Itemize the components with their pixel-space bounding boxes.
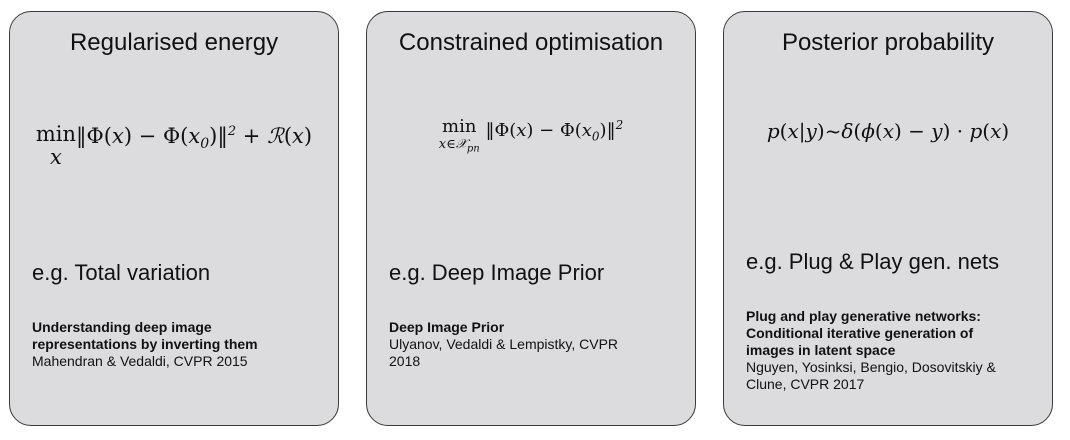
regularised-energy-card: Regularised energy min x ‖Φ(x) − Φ(x0)‖2 +…: [9, 11, 339, 426]
card-title: Constrained optimisation: [398, 29, 664, 56]
constrained-optimisation-formula: min x∈𝒳pn ‖Φ(x) − Φ(x0)‖2: [438, 116, 624, 155]
card-title: Posterior probability: [781, 29, 995, 56]
reference: Understanding deep image representations…: [32, 319, 326, 370]
posterior-probability-formula: p(x|y)~δ(ϕ(x) − y) · p(x): [766, 119, 1010, 143]
reference: Plug and play generative networks: Condi…: [746, 308, 1040, 393]
regularised-energy-formula: min x ‖Φ(x) − Φ(x0)‖2 + ℛ(x): [35, 122, 313, 169]
paper-title: Deep Image Prior: [389, 319, 505, 335]
paper-authors: Nguyen, Yosinksi, Bengio, Dosovitskiy & …: [746, 359, 996, 392]
paper-title: Plug and play generative networks: Condi…: [746, 308, 981, 358]
posterior-probability-card: Posterior probability p(x|y)~δ(ϕ(x) − y)…: [723, 11, 1053, 426]
paper-authors: Ulyanov, Vedaldi & Lempistky, CVPR 2018: [389, 336, 619, 369]
card-title: Regularised energy: [69, 29, 279, 56]
example-label: e.g. Plug & Play gen. nets: [746, 249, 1000, 274]
paper-authors: Mahendran & Vedaldi, CVPR 2015: [32, 353, 248, 369]
reference: Deep Image Prior Ulyanov, Vedaldi & Lemp…: [389, 319, 683, 370]
example-label: e.g. Deep Image Prior: [389, 260, 605, 285]
constrained-optimisation-card: Constrained optimisation min x∈𝒳pn ‖Φ(x) …: [366, 11, 696, 426]
paper-title: Understanding deep image representations…: [32, 319, 258, 352]
example-label: e.g. Total variation: [32, 260, 211, 285]
